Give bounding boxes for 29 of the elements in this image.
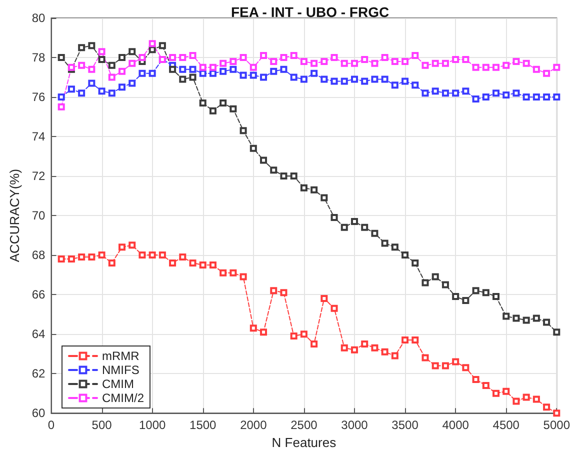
x-tick-label: 5000 (543, 418, 570, 432)
y-tick-label: 64 (32, 327, 46, 342)
y-tick-label: 74 (32, 130, 46, 144)
legend-label: CMIM (102, 377, 134, 391)
x-tick-label: 4500 (492, 418, 520, 432)
x-tick-label: 1500 (190, 418, 217, 432)
y-tick-label: 78 (32, 50, 46, 65)
x-tick-label: 500 (92, 418, 112, 432)
y-tick-label: 62 (32, 366, 46, 381)
y-tick-label: 60 (32, 406, 46, 420)
y-tick-label: 76 (32, 90, 46, 104)
chart-title: FEA - INT - UBO - FRGC (230, 4, 390, 20)
x-tick-label: 3500 (392, 418, 419, 432)
y-tick-label: 72 (32, 169, 46, 184)
legend-label: mRMR (102, 349, 140, 363)
y-tick-label: 68 (32, 248, 46, 262)
y-tick-label: 70 (32, 208, 46, 223)
legend-label: CMIM/2 (102, 391, 144, 405)
legend-label: NMIFS (102, 363, 140, 377)
x-axis-title: N Features (272, 435, 337, 450)
x-tick-label: 1000 (138, 418, 166, 432)
y-axis-title: ACCURACY(%) (7, 168, 22, 262)
x-tick-label: 0 (48, 418, 55, 432)
x-tick-label: 3000 (341, 418, 368, 432)
x-tick-label: 2500 (290, 418, 318, 432)
y-tick-label: 66 (32, 288, 46, 302)
x-tick-label: 2000 (240, 418, 268, 432)
x-tick-label: 4000 (442, 418, 470, 432)
y-tick-label: 80 (32, 11, 46, 25)
